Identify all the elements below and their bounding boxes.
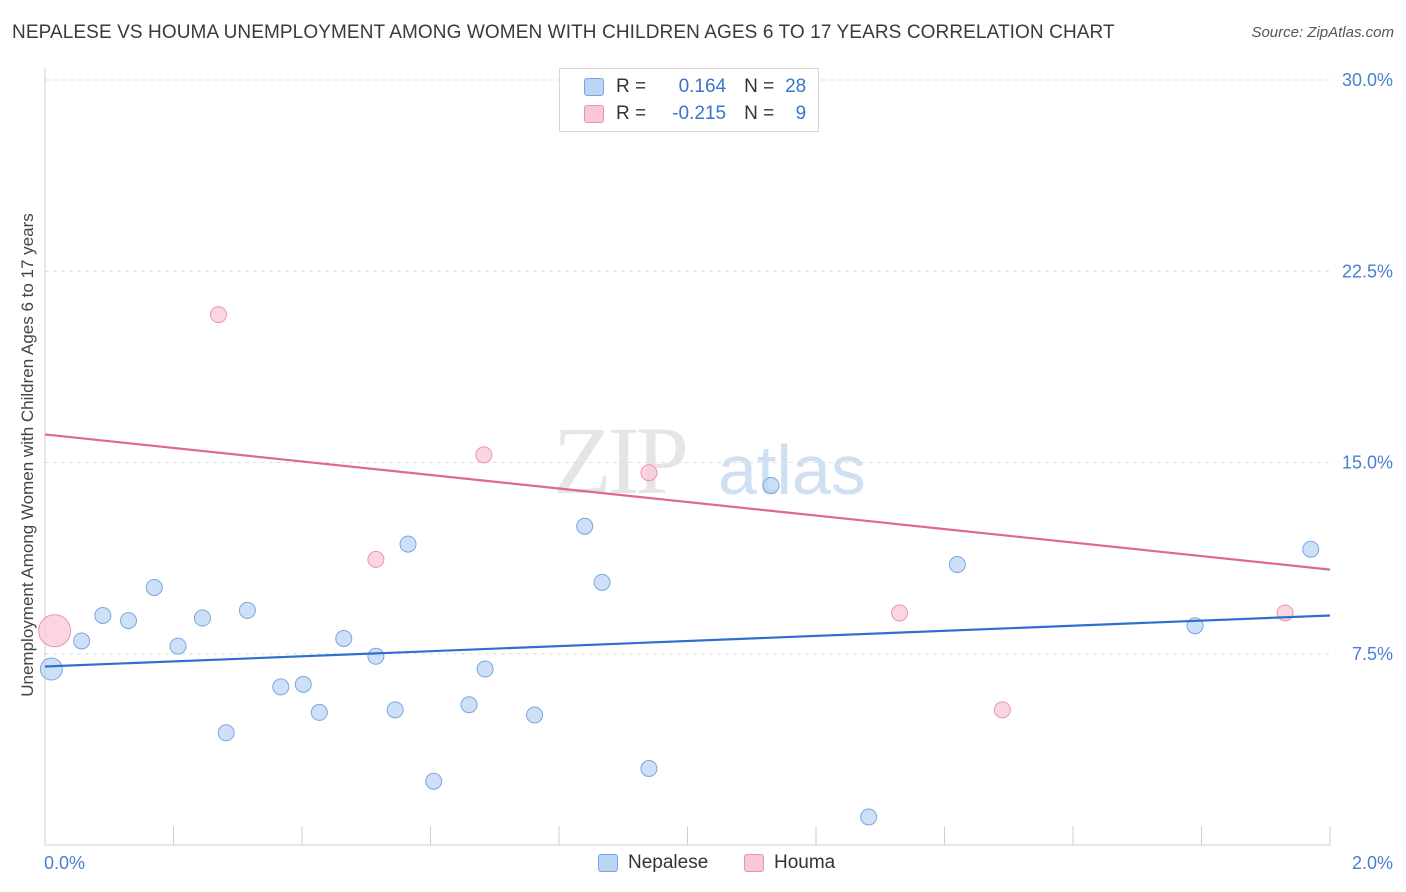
y-tick-label: 22.5%	[1342, 261, 1393, 281]
nepalese-point	[39, 657, 63, 681]
nepalese-point	[310, 703, 328, 721]
houma-point	[367, 550, 385, 568]
legend-item-houma: Houma	[744, 852, 835, 874]
houma-legend-label: Houma	[774, 852, 836, 873]
nepalese-point	[335, 629, 353, 647]
nepalese-point	[1302, 540, 1320, 558]
r-label: R =	[616, 103, 647, 124]
nepalese-point	[73, 632, 91, 650]
y-tick-label: 30.0%	[1342, 70, 1393, 90]
y-tick-label: 15.0%	[1342, 453, 1393, 473]
houma-point	[475, 446, 493, 464]
nepalese-point	[272, 678, 290, 696]
houma-point	[993, 701, 1011, 719]
n-value: 28	[785, 76, 807, 97]
nepalese-point	[460, 696, 478, 714]
nepalese-point	[169, 637, 187, 655]
nepalese-point	[425, 772, 443, 790]
nepalese-point	[94, 607, 112, 624]
x-tick-label: 2.0%	[1352, 853, 1393, 873]
r-value: 0.164	[678, 76, 727, 97]
nepalese-point	[367, 647, 385, 665]
chart-title: NEPALESE VS HOUMA UNEMPLOYMENT AMONG WOM…	[12, 22, 1115, 43]
nepalese-swatch	[584, 78, 604, 96]
nepalese-point	[145, 578, 163, 596]
legend-row-nepalese: R = 0.164 N = 28	[584, 75, 806, 99]
n-label: N =	[744, 103, 775, 124]
nepalese-trend-line	[44, 614, 1331, 668]
nepalese-point	[476, 660, 494, 678]
nepalese-point	[860, 808, 878, 826]
nepalese-point	[399, 535, 417, 553]
correlation-legend: R = 0.164 N = 28 R = -0.215 N = 9	[559, 68, 819, 132]
r-label: R =	[616, 76, 647, 97]
legend-row-houma: R = -0.215 N = 9	[584, 102, 806, 126]
legend-item-nepalese: Nepalese	[598, 852, 708, 874]
nepalese-point	[576, 517, 594, 535]
watermark-atlas: atlas	[718, 431, 866, 509]
nepalese-point	[294, 675, 312, 693]
nepalese-point	[238, 601, 256, 619]
nepalese-point	[526, 706, 544, 724]
houma-point	[891, 604, 909, 622]
houma-swatch	[584, 105, 604, 123]
nepalese-point	[762, 476, 780, 494]
watermark-zip: ZIP	[553, 407, 689, 514]
nepalese-point	[386, 701, 404, 719]
houma-point	[38, 614, 72, 648]
nepalese-point	[948, 556, 966, 573]
n-value: 9	[795, 103, 807, 124]
nepalese-point	[120, 612, 138, 630]
r-value: -0.215	[672, 103, 727, 124]
nepalese-point	[193, 609, 211, 627]
y-tick-label: 7.5%	[1352, 644, 1393, 664]
nepalese-point	[593, 573, 611, 591]
nepalese-legend-swatch	[598, 854, 618, 872]
houma-point	[209, 306, 227, 324]
houma-legend-swatch	[744, 854, 764, 872]
x-tick-label: 0.0%	[44, 853, 85, 873]
houma-point	[640, 464, 658, 482]
n-label: N =	[744, 76, 775, 97]
source-label: Source: ZipAtlas.com	[1251, 24, 1394, 41]
nepalese-point	[640, 760, 658, 777]
nepalese-legend-label: Nepalese	[628, 852, 709, 873]
nepalese-point	[217, 724, 235, 742]
houma-trend-line	[44, 433, 1331, 571]
